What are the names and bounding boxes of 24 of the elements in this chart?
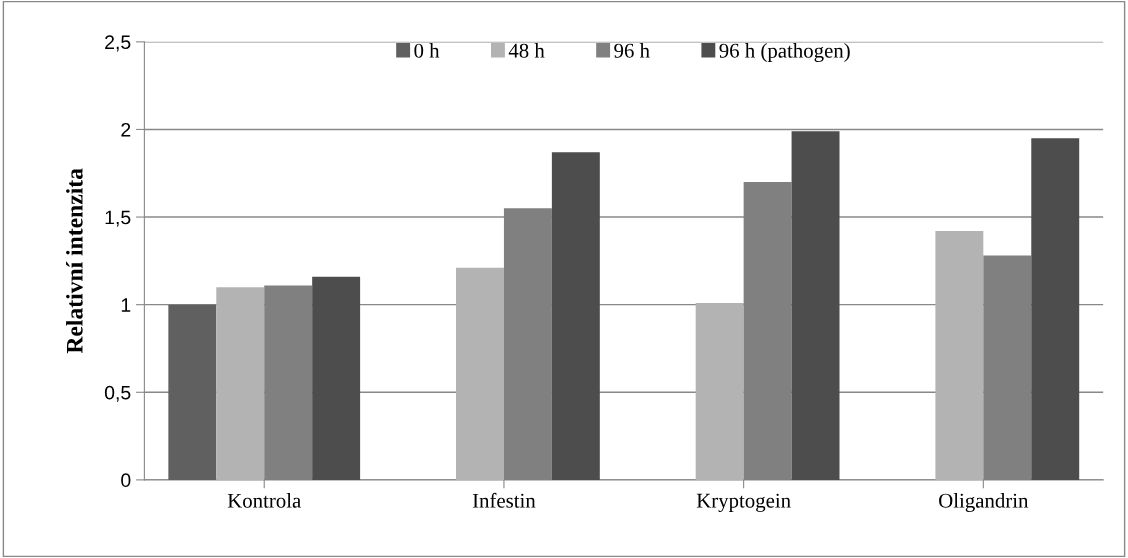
- bar: [216, 287, 265, 480]
- bar: [455, 267, 504, 480]
- x-tick-label: Infestin: [472, 492, 536, 508]
- legend-label: 48 h: [508, 43, 545, 58]
- y-tick-label: 1,5: [105, 210, 131, 227]
- legend-label: 96 h: [614, 43, 650, 58]
- bar: [551, 152, 600, 480]
- x-tick-label: Oligandrin: [939, 493, 1029, 513]
- bar: [791, 131, 840, 480]
- y-tick-label: 2,5: [105, 35, 131, 52]
- legend-label: 0 h: [414, 43, 440, 58]
- bar: [168, 304, 217, 480]
- legend-label: 96 h (pathogen): [719, 43, 850, 63]
- y-tick-label: 0,5: [104, 385, 131, 402]
- y-axis-title: Relativní intenzita: [66, 168, 83, 354]
- x-tick-label: Kontrola: [227, 493, 301, 508]
- x-tick-label: Kryptogein: [696, 493, 791, 512]
- y-tick-label: 2: [121, 122, 131, 137]
- bar: [1031, 138, 1080, 480]
- bar: [935, 231, 984, 480]
- bar: [312, 276, 361, 480]
- bar: [695, 302, 744, 480]
- y-tick-label: 0: [121, 473, 131, 488]
- y-tick-label: 1: [121, 298, 131, 312]
